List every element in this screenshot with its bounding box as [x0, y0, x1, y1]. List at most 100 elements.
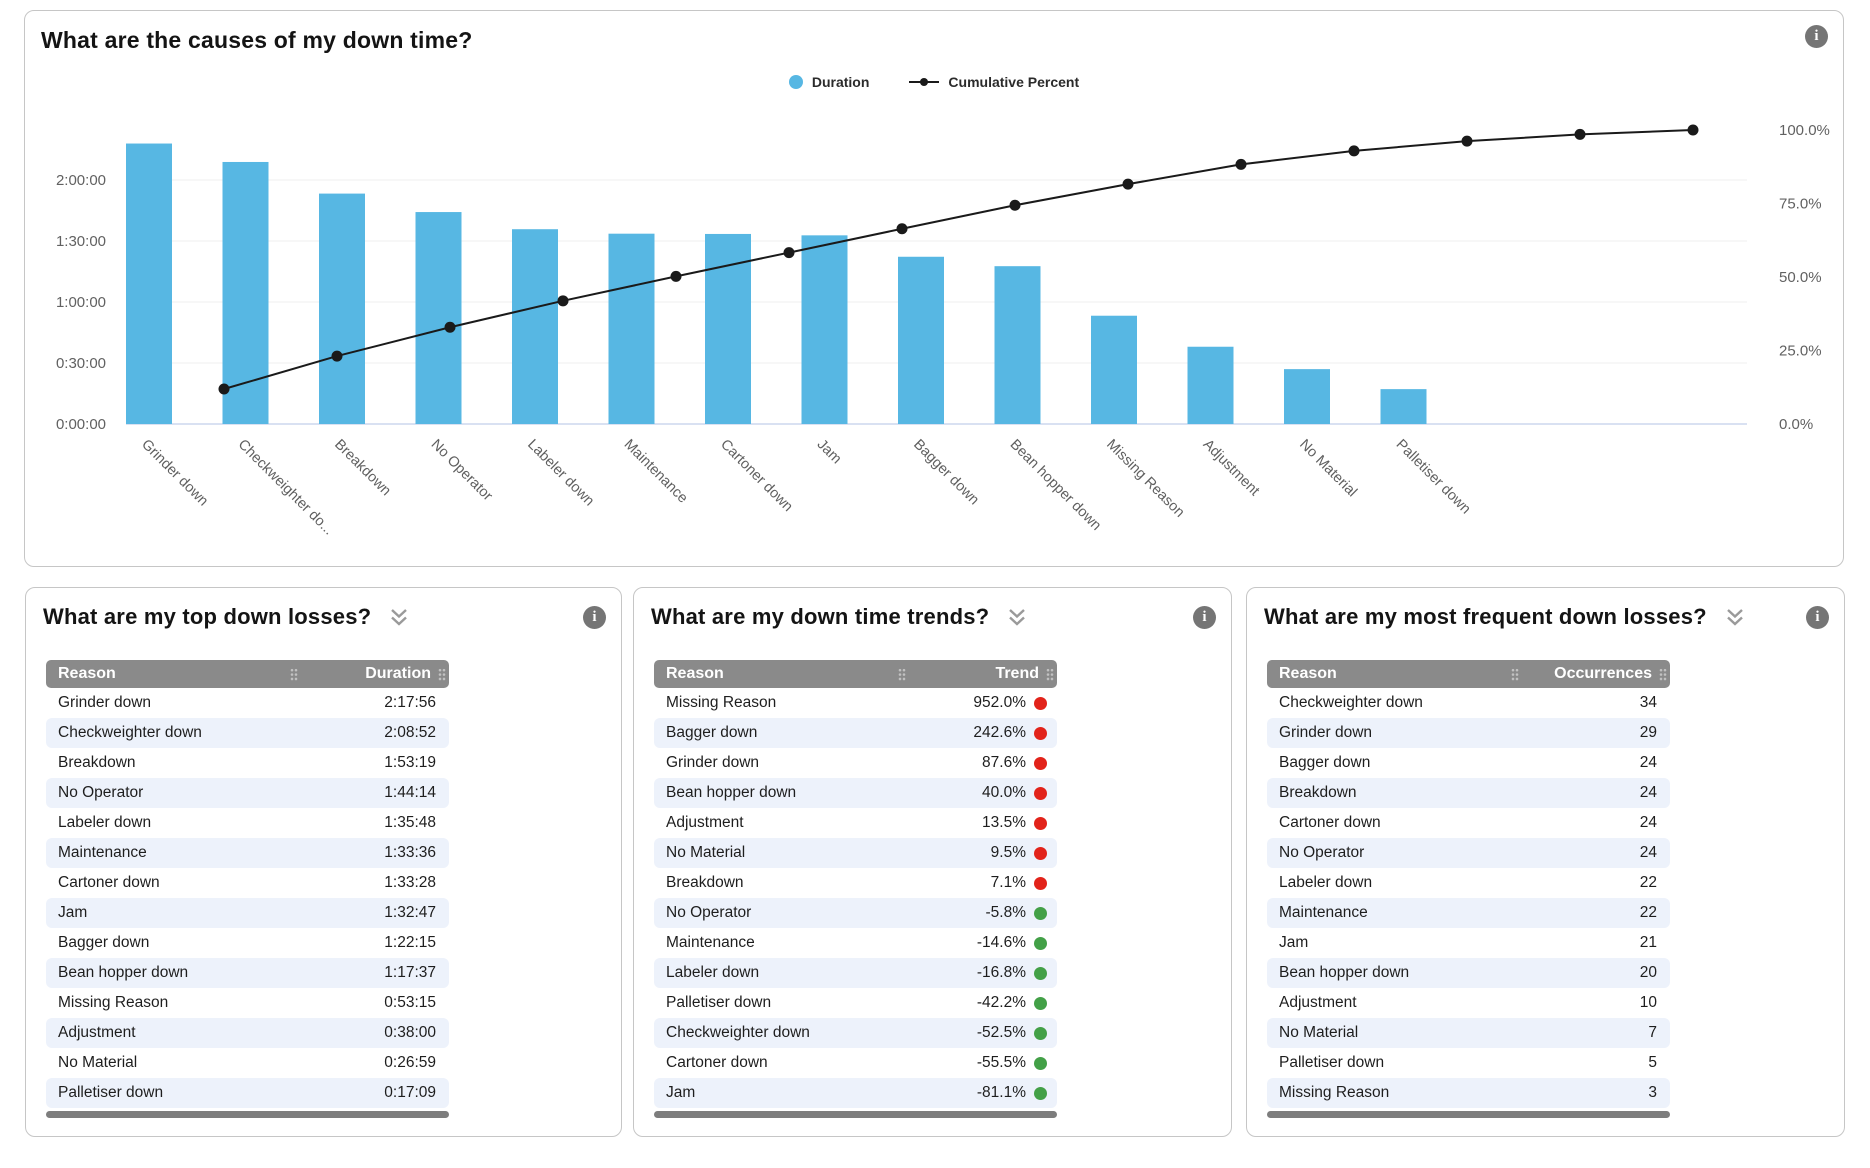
horizontal-scrollbar[interactable] — [654, 1111, 1057, 1118]
trend-indicator-red-icon — [1034, 876, 1047, 890]
value-cell: 10 — [1639, 994, 1657, 1011]
duration-bar — [1091, 315, 1137, 424]
value-cell: 22 — [1639, 904, 1657, 921]
table-row: No Operator 24 — [1267, 838, 1670, 868]
table-row: Missing Reason 0:53:15 — [46, 988, 449, 1018]
value-cell: 29 — [1639, 724, 1657, 741]
reason-cell: Checkweighter down — [58, 724, 202, 741]
reason-cell: No Operator — [1279, 844, 1365, 861]
reason-cell: Adjustment — [58, 1024, 136, 1041]
table-row: Breakdown 24 — [1267, 778, 1670, 808]
category-label: No Operator — [428, 437, 496, 505]
reason-cell: Grinder down — [58, 694, 152, 711]
table-row: No Material 7 — [1267, 1018, 1670, 1048]
duration-bar — [415, 212, 462, 424]
value-cell: 0:17:09 — [384, 1084, 436, 1101]
cumulative-point — [1235, 158, 1247, 170]
column-resize-handle[interactable] — [1511, 668, 1519, 681]
table-row: Adjustment 0:38:00 — [46, 1018, 449, 1048]
value-cell: 7 — [1648, 1024, 1657, 1041]
table-row: Palletiser down 5 — [1267, 1048, 1670, 1078]
column-resize-handle[interactable] — [438, 668, 446, 681]
trend-indicator-red-icon — [1034, 756, 1047, 770]
value-cell: 1:22:15 — [384, 934, 436, 951]
collapse-chevron-icon[interactable] — [387, 607, 411, 628]
value-cell: 0:53:15 — [384, 994, 436, 1011]
value-cell: 242.6% — [973, 724, 1026, 741]
reason-cell: Bean hopper down — [666, 784, 797, 801]
reason-cell: Jam — [58, 904, 88, 921]
collapse-chevron-icon[interactable] — [1723, 607, 1747, 628]
legend-item-cumulative-percent: Cumulative Percent — [909, 74, 1079, 90]
column-resize-handle[interactable] — [1659, 668, 1667, 681]
cumulative-point — [1122, 178, 1134, 190]
left-axis-tick: 0:30:00 — [56, 355, 106, 372]
trend-indicator-green-icon — [1034, 1026, 1047, 1040]
category-label: No Material — [1296, 437, 1360, 501]
category-label: Maintenance — [621, 437, 691, 507]
cumulative-point — [1687, 124, 1699, 136]
page-title: What are the causes of my down time? — [41, 27, 473, 53]
category-label: Adjustment — [1200, 437, 1263, 500]
category-label: Palletiser down — [1393, 437, 1474, 518]
column-resize-handle[interactable] — [898, 668, 906, 681]
chart-legend: Duration Cumulative Percent — [25, 71, 1843, 93]
trend-indicator-red-icon — [1034, 726, 1047, 740]
value-cell: -52.5% — [976, 1024, 1026, 1041]
left-axis-tick: 1:00:00 — [56, 294, 106, 311]
table-row: Cartoner down 24 — [1267, 808, 1670, 838]
pareto-panel: What are the causes of my down time? i D… — [24, 10, 1844, 567]
info-icon[interactable]: i — [1806, 606, 1829, 629]
cumulative-point — [218, 383, 230, 395]
info-icon[interactable]: i — [1193, 606, 1216, 629]
reason-cell: Breakdown — [58, 754, 136, 771]
value-cell: 3 — [1648, 1084, 1657, 1101]
legend-marker-icon — [909, 78, 940, 86]
value-cell: 22 — [1639, 874, 1657, 891]
reason-cell: Checkweighter down — [666, 1024, 810, 1041]
cumulative-point — [1348, 145, 1360, 157]
column-resize-handle[interactable] — [1046, 668, 1054, 681]
table-row: Maintenance -14.6% — [654, 928, 1057, 958]
reason-cell: Bean hopper down — [1279, 964, 1410, 981]
info-icon[interactable]: i — [1805, 25, 1828, 48]
table-row: Missing Reason 952.0% — [654, 688, 1057, 718]
table-row: Cartoner down -55.5% — [654, 1048, 1057, 1078]
collapse-chevron-icon[interactable] — [1005, 607, 1029, 628]
value-cell: 24 — [1639, 814, 1657, 831]
value-cell: 1:17:37 — [384, 964, 436, 981]
reason-cell: Missing Reason — [58, 994, 169, 1011]
column-header-reason: Reason — [1279, 665, 1337, 682]
duration-bar — [319, 193, 365, 424]
down-losses-table: Reason Duration Grinder down 2:17:56 Checkwe… — [46, 660, 449, 1118]
column-resize-handle[interactable] — [290, 668, 298, 681]
horizontal-scrollbar[interactable] — [1267, 1111, 1670, 1118]
reason-cell: No Material — [1279, 1024, 1359, 1041]
table-row: Maintenance 1:33:36 — [46, 838, 449, 868]
table-row: No Operator 1:44:14 — [46, 778, 449, 808]
right-axis-tick: 0.0% — [1779, 416, 1813, 433]
duration-bar — [801, 235, 848, 424]
reason-cell: Jam — [1279, 934, 1309, 951]
table-row: Grinder down 87.6% — [654, 748, 1057, 778]
reason-cell: Breakdown — [1279, 784, 1357, 801]
table-header: Reason Trend — [654, 660, 1057, 688]
info-icon[interactable]: i — [583, 606, 606, 629]
reason-cell: Maintenance — [58, 844, 147, 861]
panel-header: What are my top down losses? — [43, 604, 411, 630]
cumulative-point — [1461, 135, 1473, 147]
trend-indicator-green-icon — [1034, 1086, 1047, 1100]
cumulative-point — [783, 247, 795, 259]
column-header-value: Duration — [365, 665, 431, 682]
table-row: Bagger down 1:22:15 — [46, 928, 449, 958]
reason-cell: Bagger down — [666, 724, 758, 741]
legend-item-duration: Duration — [788, 74, 869, 90]
trend-indicator-green-icon — [1034, 1056, 1047, 1070]
table-row: Palletiser down 0:17:09 — [46, 1078, 449, 1108]
horizontal-scrollbar[interactable] — [46, 1111, 449, 1118]
table-row: Breakdown 7.1% — [654, 868, 1057, 898]
table-row: Maintenance 22 — [1267, 898, 1670, 928]
value-cell: 2:17:56 — [384, 694, 436, 711]
reason-cell: Checkweighter down — [1279, 694, 1423, 711]
duration-bar — [994, 266, 1041, 424]
